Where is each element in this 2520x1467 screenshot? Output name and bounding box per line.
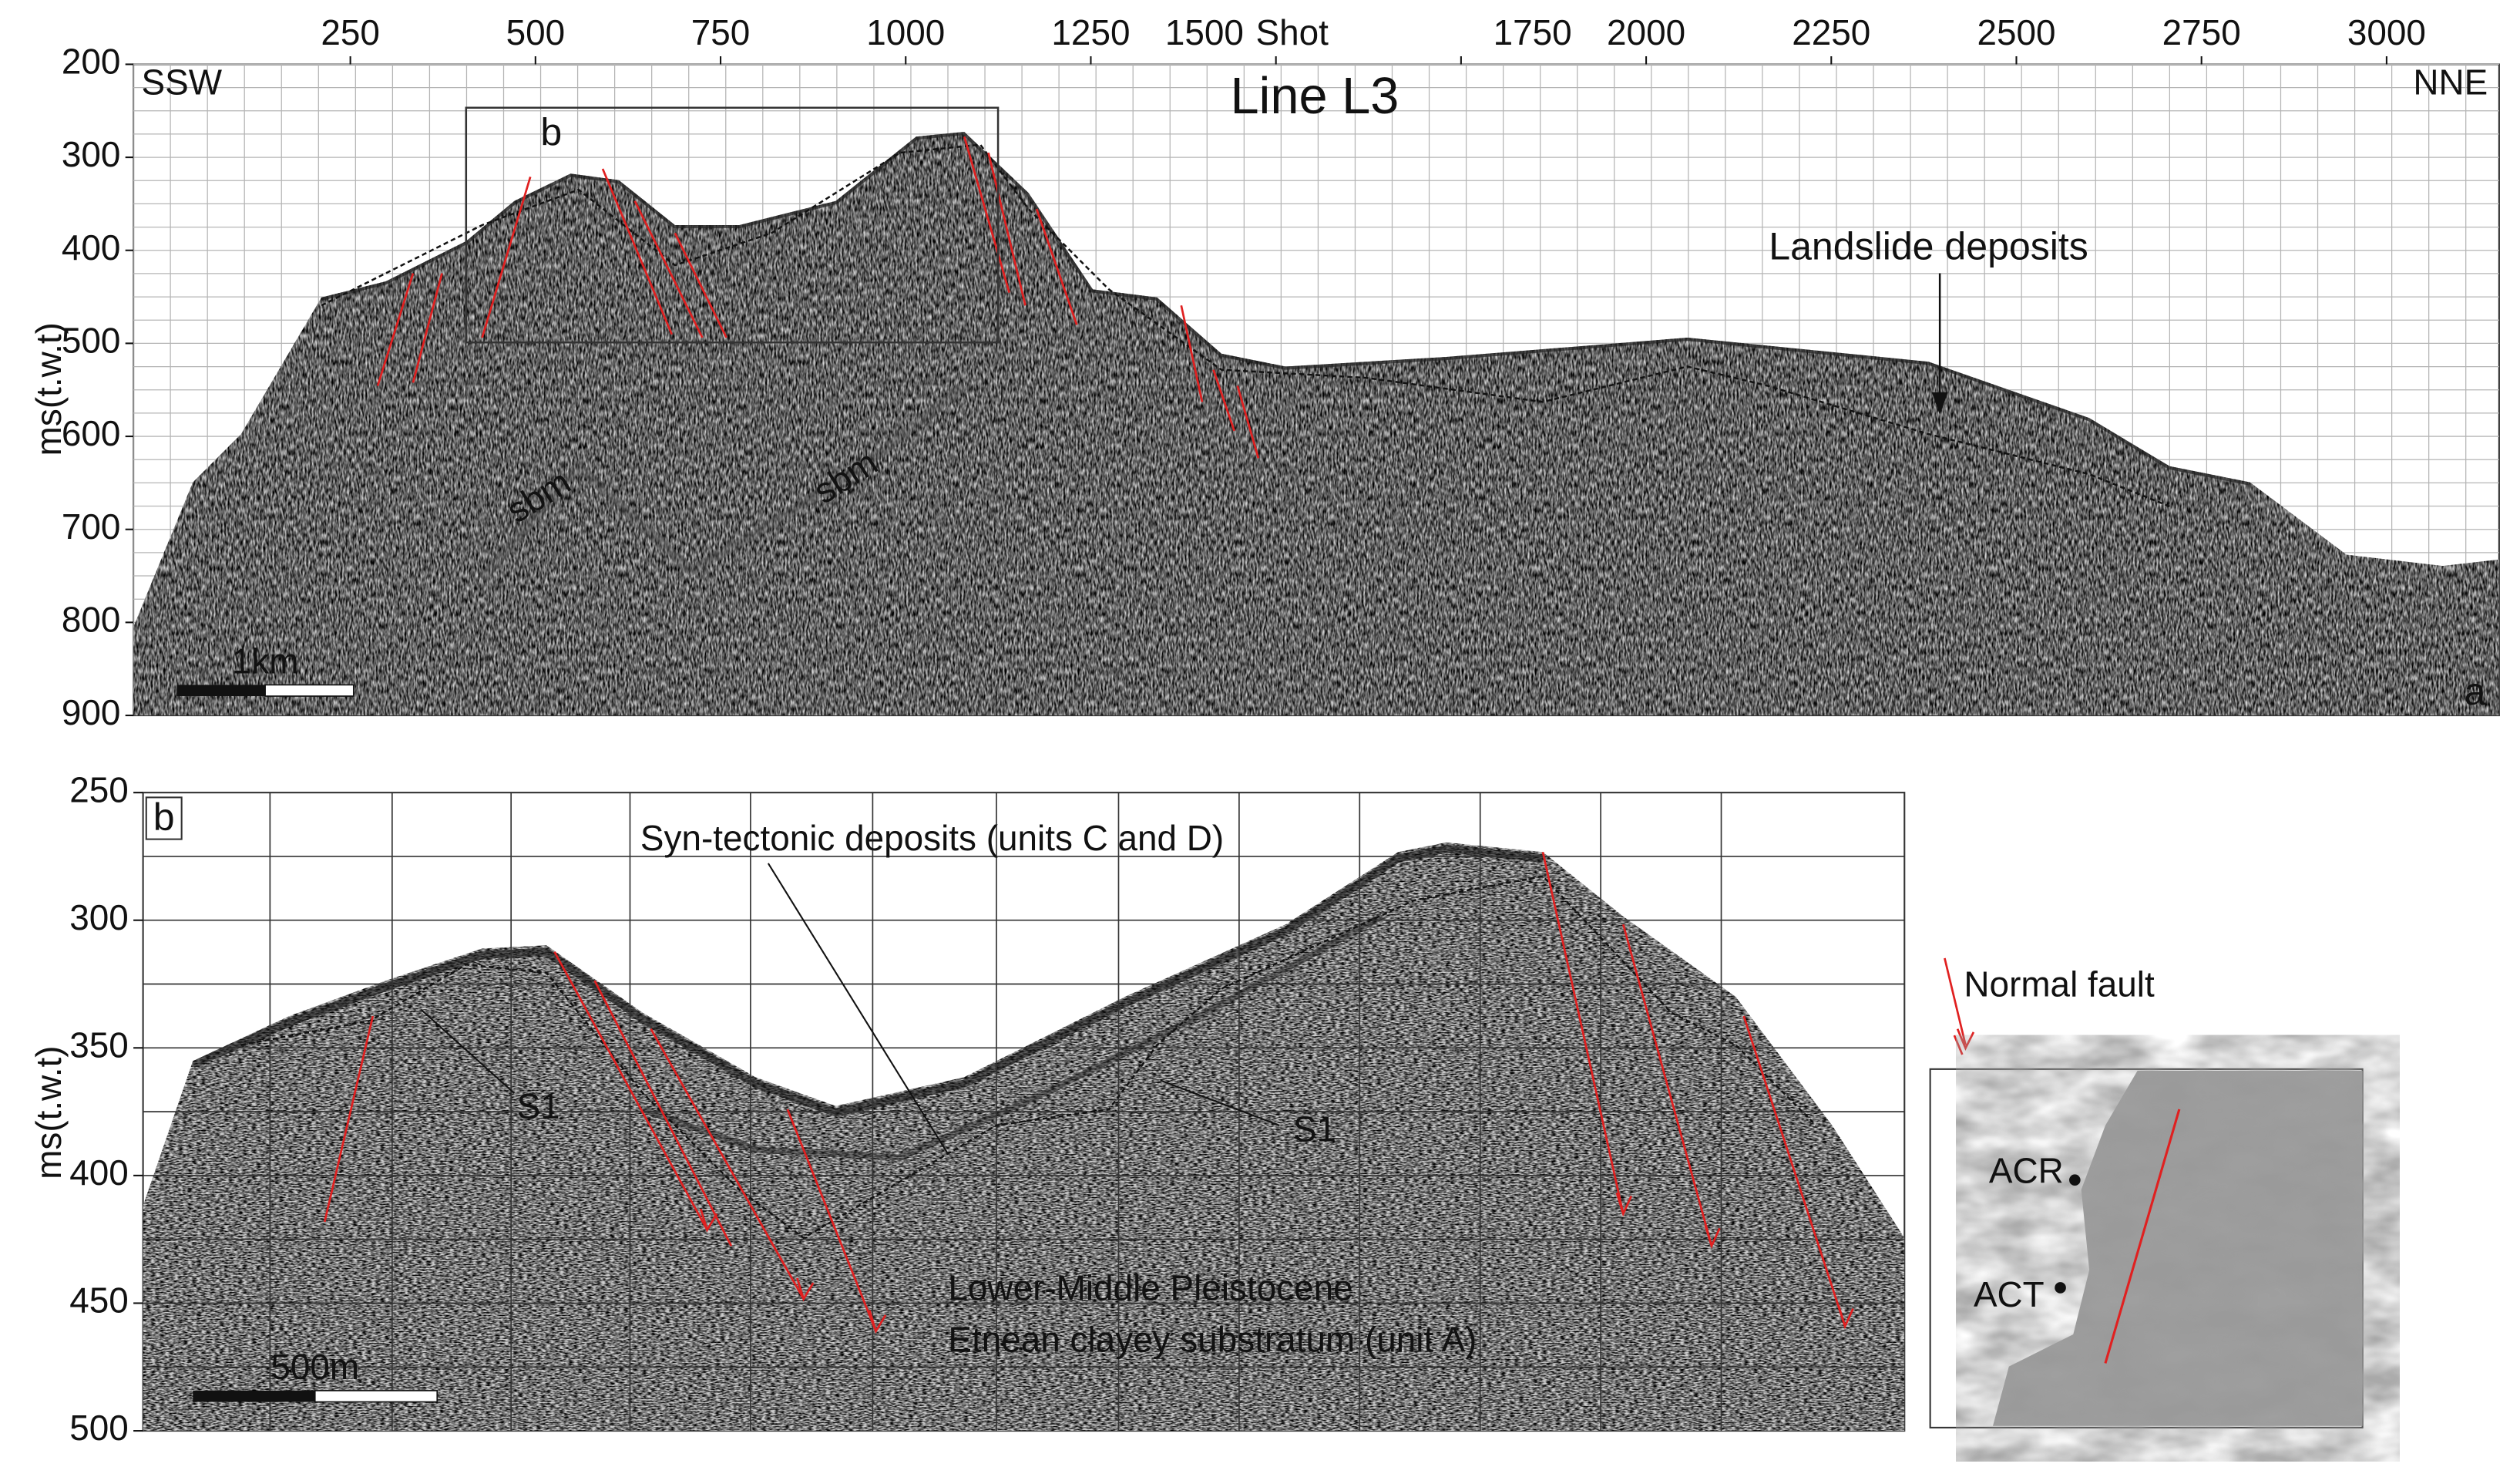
x-tick-label: 500 [506,12,566,52]
annotation: Lower-Middle Pleistocene [948,1268,1352,1308]
inset-map: ACR ACT [1929,1068,2364,1428]
y-tick-label: 900 [62,692,121,732]
title: Line L3 [1230,68,1399,125]
ticks: 250 300 350 400 450 500 [69,769,143,1448]
x-axis-label: Shot [1256,12,1329,52]
faults [376,136,1260,459]
faults [323,852,1854,1334]
y-axis-label: ms(t.w.t) [29,1045,69,1179]
relief-shading [1992,1070,2363,1426]
x-tick-label: 1250 [1051,12,1130,52]
y-tick-label: 300 [62,134,121,174]
panel-label: b [153,796,175,839]
y-axis-label: ms(t.w.t) [29,322,69,456]
x-tick-label: 2000 [1607,12,1685,52]
annotation: Syn-tectonic deposits (units C and D) [640,818,1224,858]
left-direction: SSW [142,62,223,103]
y-tick-label: 350 [69,1025,129,1065]
x-tick-label: 2750 [2162,12,2241,52]
leader-line [1160,1079,1280,1126]
y-tick-label: 250 [69,769,129,809]
site-marker [2055,1282,2066,1294]
leader-line [420,1008,516,1094]
legend-symbol [1944,957,1975,1055]
y-tick-label: 500 [62,321,121,361]
annotation: S1 [517,1086,560,1126]
right-direction: NNE [2413,62,2488,103]
zoom-box [465,106,1000,344]
leader-line [767,863,949,1155]
x-tick-label: 750 [691,12,751,52]
y-tick-label: 500 [69,1408,129,1448]
panel-a: b Line L3 SSW NNE Landslide deposits sbm… [29,12,2500,732]
x-tick-label: 2250 [1792,12,1870,52]
arrow-head [1931,392,1948,416]
site-marker [2069,1174,2081,1186]
panel-b: Syn-tectonic deposits (units C and D) S1… [29,769,1906,1448]
y-tick-label: 400 [62,227,121,267]
ticks: 200 300 400 500 600 700 800 900 250 500 750 1000 125… [62,12,2426,732]
site-label: ACT [1974,1274,2045,1314]
y-tick-label: 400 [69,1152,129,1193]
x-tick-label: 250 [321,12,380,52]
panel-label: a [2465,670,2486,713]
horizon [321,143,2170,508]
scale-label: 1km [232,641,299,681]
scale-label: 500m [270,1347,359,1387]
y-tick-label: 700 [62,506,121,547]
site-label: ACR [1989,1151,2064,1191]
scale-bar [193,1390,315,1402]
horizon [240,875,1817,1240]
scale-bar [314,1390,438,1403]
y-tick-label: 300 [69,897,129,937]
x-tick-label: 1000 [866,12,945,52]
scale-bar [176,685,266,697]
y-tick-label: 450 [69,1280,129,1321]
x-tick-label: 1750 [1494,12,1572,52]
x-tick-label: 2500 [1977,12,2055,52]
profile-trace [2104,1109,2181,1364]
box-label: b [540,110,562,153]
y-tick-label: 200 [62,42,121,82]
annotation: S1 [1293,1109,1336,1149]
legend-label: Normal fault [1964,964,2155,1004]
annotation: Etnean clayey substratum (unit A) [948,1319,1477,1359]
legend: Normal fault [1944,957,2155,1055]
y-tick-label: 600 [62,413,121,453]
x-tick-label: 1500 [1165,12,1244,52]
scale-bar [264,684,354,697]
annotation: Landslide deposits [1769,224,2088,267]
x-tick-label: 3000 [2347,12,2426,52]
y-tick-label: 800 [62,600,121,640]
panel-label-box [145,796,183,840]
